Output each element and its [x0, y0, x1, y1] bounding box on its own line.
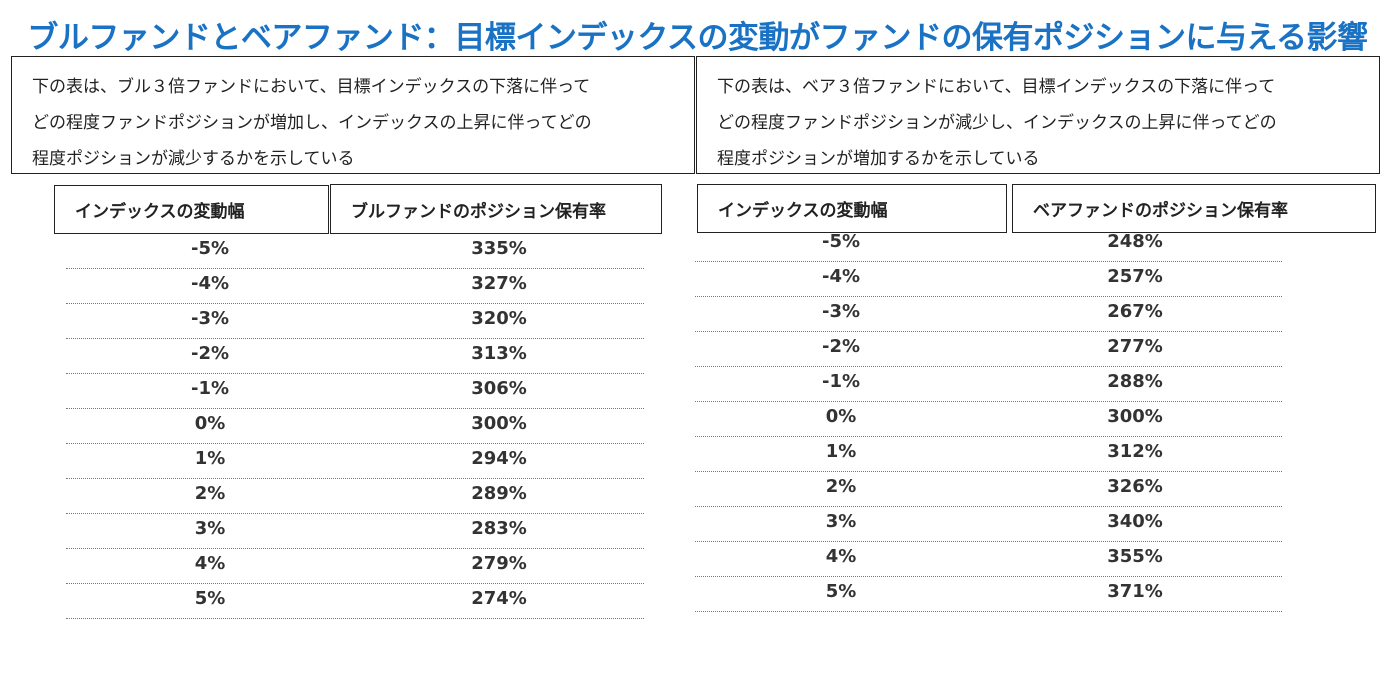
- bear-description: 下の表は、ベア３倍ファンドにおいて、目標インデックスの下落に伴って どの程度ファ…: [696, 56, 1380, 174]
- position-ratio-cell: 289%: [471, 483, 527, 504]
- table-row: 3% 283%: [66, 514, 644, 549]
- table-row: 1% 312%: [695, 437, 1282, 472]
- table-row: -1% 288%: [695, 367, 1282, 402]
- table-row: -5% 248%: [695, 227, 1282, 262]
- bear-description-line: 程度ポジションが増加するかを示している: [717, 149, 1040, 169]
- bull-description-line: どの程度ファンドポジションが増加し、インデックスの上昇に伴ってどの: [32, 113, 592, 133]
- bull-description: 下の表は、ブル３倍ファンドにおいて、目標インデックスの下落に伴って どの程度ファ…: [11, 56, 695, 174]
- index-change-cell: 4%: [825, 546, 857, 567]
- position-ratio-cell: 306%: [471, 378, 527, 399]
- table-row: -5% 335%: [66, 234, 644, 269]
- table-row: 2% 326%: [695, 472, 1282, 507]
- position-ratio-cell: 312%: [1107, 441, 1163, 462]
- position-ratio-cell: 371%: [1107, 581, 1163, 602]
- table-row: -3% 320%: [66, 304, 644, 339]
- table-row: -4% 257%: [695, 262, 1282, 297]
- bull-header-position: ブルファンドのポジション保有率: [330, 184, 662, 234]
- table-row: 1% 294%: [66, 444, 644, 479]
- bear-header-change: インデックスの変動幅: [697, 184, 1007, 233]
- index-change-cell: 0%: [825, 406, 857, 427]
- index-change-cell: -2%: [190, 343, 230, 364]
- table-row: -3% 267%: [695, 297, 1282, 332]
- position-ratio-cell: 274%: [471, 588, 527, 609]
- index-change-cell: -1%: [190, 378, 230, 399]
- position-ratio-cell: 300%: [471, 413, 527, 434]
- bear-header-position: ベアファンドのポジション保有率: [1012, 184, 1376, 233]
- index-change-cell: 2%: [825, 476, 857, 497]
- table-row: 0% 300%: [66, 409, 644, 444]
- index-change-cell: -1%: [821, 371, 861, 392]
- table-row: 4% 355%: [695, 542, 1282, 577]
- table-row: -2% 277%: [695, 332, 1282, 367]
- position-ratio-cell: 355%: [1107, 546, 1163, 567]
- bear-description-line: どの程度ファンドポジションが減少し、インデックスの上昇に伴ってどの: [717, 113, 1277, 133]
- table-row: 0% 300%: [695, 402, 1282, 437]
- position-ratio-cell: 340%: [1107, 511, 1163, 532]
- index-change-cell: 3%: [194, 518, 226, 539]
- index-change-cell: 1%: [825, 441, 857, 462]
- bear-description-line: 下の表は、ベア３倍ファンドにおいて、目標インデックスの下落に伴って: [717, 77, 1276, 97]
- page-title: ブルファンドとベアファンド：目標インデックスの変動がファンドの保有ポジションに与…: [27, 20, 1368, 56]
- table-row: 5% 274%: [66, 584, 644, 619]
- index-change-cell: -3%: [821, 301, 861, 322]
- position-ratio-cell: 327%: [471, 273, 527, 294]
- position-ratio-cell: 326%: [1107, 476, 1163, 497]
- position-ratio-cell: 283%: [471, 518, 527, 539]
- table-row: 3% 340%: [695, 507, 1282, 542]
- index-change-cell: -5%: [190, 238, 230, 259]
- position-ratio-cell: 320%: [471, 308, 527, 329]
- table-row: -1% 306%: [66, 374, 644, 409]
- position-ratio-cell: 267%: [1107, 301, 1163, 322]
- table-row: -4% 327%: [66, 269, 644, 304]
- index-change-cell: 5%: [194, 588, 226, 609]
- position-ratio-cell: 257%: [1107, 266, 1163, 287]
- table-row: 4% 279%: [66, 549, 644, 584]
- index-change-cell: 2%: [194, 483, 226, 504]
- position-ratio-cell: 279%: [471, 553, 527, 574]
- bull-header-change: インデックスの変動幅: [54, 185, 329, 234]
- position-ratio-cell: 335%: [471, 238, 527, 259]
- index-change-cell: 4%: [194, 553, 226, 574]
- index-change-cell: -2%: [821, 336, 861, 357]
- index-change-cell: -5%: [821, 231, 861, 252]
- index-change-cell: 1%: [194, 448, 226, 469]
- index-change-cell: 5%: [825, 581, 857, 602]
- index-change-cell: -4%: [190, 273, 230, 294]
- position-ratio-cell: 300%: [1107, 406, 1163, 427]
- position-ratio-cell: 313%: [471, 343, 527, 364]
- index-change-cell: 3%: [825, 511, 857, 532]
- table-row: -2% 313%: [66, 339, 644, 374]
- table-row: 5% 371%: [695, 577, 1282, 612]
- table-row: 2% 289%: [66, 479, 644, 514]
- bull-description-line: 下の表は、ブル３倍ファンドにおいて、目標インデックスの下落に伴って: [32, 77, 591, 97]
- index-change-cell: 0%: [194, 413, 226, 434]
- position-ratio-cell: 248%: [1107, 231, 1163, 252]
- index-change-cell: -4%: [821, 266, 861, 287]
- index-change-cell: -3%: [190, 308, 230, 329]
- bull-description-line: 程度ポジションが減少するかを示している: [32, 149, 355, 169]
- position-ratio-cell: 294%: [471, 448, 527, 469]
- position-ratio-cell: 277%: [1107, 336, 1163, 357]
- position-ratio-cell: 288%: [1107, 371, 1163, 392]
